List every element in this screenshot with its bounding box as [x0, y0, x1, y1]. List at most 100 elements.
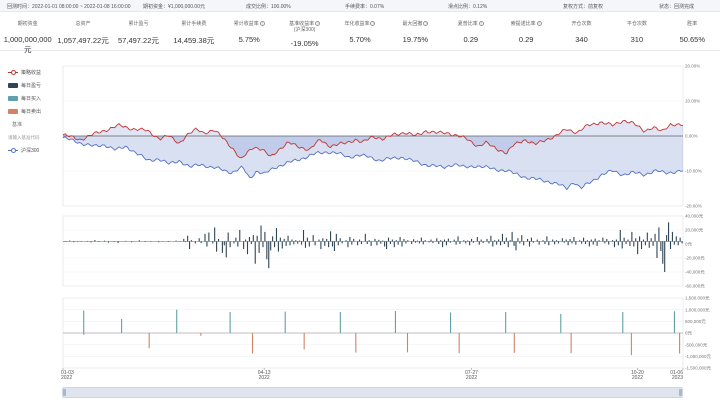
backtest-period: 回测时间：2022-01-01 08:00:00 ~ 2022-01-08 16…	[7, 4, 131, 10]
pnl-bar	[467, 240, 469, 242]
trades-axis-tick-label: -500,000元	[685, 342, 708, 348]
hs300-line-icon	[8, 148, 18, 153]
benchmark-label: 基准	[12, 122, 23, 128]
returns-axis-tick-label: 0.00%	[685, 134, 698, 139]
pnl-bar	[266, 241, 268, 260]
pnl-bar	[644, 241, 646, 246]
pnl-bar	[395, 240, 397, 242]
pnl-bar	[612, 240, 614, 242]
pnl-bar	[227, 232, 229, 242]
stat-3: 累计手续费 14,459.38元	[166, 13, 221, 51]
slider-right-handle[interactable]	[679, 389, 682, 396]
pnl-bar	[617, 241, 619, 246]
date-range-slider[interactable]	[62, 387, 683, 398]
trades-axis-tick-label: -1,500,000元	[685, 366, 712, 372]
pnl-bar	[652, 241, 654, 246]
pnl-bar	[221, 241, 223, 253]
buy-bar	[176, 309, 178, 333]
pnl-axis-tick-label: 40,000元	[685, 214, 704, 220]
pnl-bar	[397, 241, 399, 245]
pnl-bar	[552, 239, 554, 242]
pnl-bar	[212, 241, 214, 244]
pnl-bar	[360, 241, 363, 244]
pnl-bar	[358, 239, 361, 242]
sell-bar	[148, 333, 150, 349]
sell-bar	[679, 333, 681, 354]
benchmark-input[interactable]: 请输入基准代码	[8, 134, 40, 140]
pnl-bar	[527, 238, 529, 242]
legend-daily-pnl[interactable]: 每日盈亏	[8, 79, 58, 92]
pnl-bar	[602, 237, 604, 242]
help-icon[interactable]: ?	[259, 21, 265, 27]
pnl-bar	[621, 241, 623, 249]
pnl-bar	[490, 235, 492, 242]
pnl-bar	[471, 238, 473, 242]
sell-bar	[406, 333, 409, 353]
pnl-bar	[229, 241, 231, 248]
legend-pnl-label: 每日盈亏	[21, 83, 42, 89]
buy-bar	[673, 311, 675, 333]
pnl-bar	[416, 240, 419, 242]
pnl-bar	[640, 241, 643, 250]
slider-left-handle[interactable]	[63, 389, 66, 396]
pnl-bar	[492, 241, 494, 247]
benchmark-line	[62, 136, 684, 191]
benchmark-area	[63, 136, 683, 190]
pnl-bar	[73, 241, 75, 243]
pnl-bar	[345, 240, 347, 242]
legend-daily-sell[interactable]: 每日卖出	[8, 105, 58, 118]
x-date-label: 10-20	[631, 370, 644, 376]
legend-hs300[interactable]: 沪深300	[8, 144, 58, 157]
returns-axis-tick-label: 20.00%	[685, 64, 700, 69]
pnl-bar	[523, 241, 525, 246]
pnl-bar	[420, 237, 422, 242]
pnl-bar	[554, 241, 556, 245]
pnl-bar	[443, 239, 446, 242]
help-icon[interactable]: ?	[536, 21, 542, 27]
stat-value: 1,057,497.22元	[57, 36, 109, 45]
pnl-bar	[324, 241, 326, 246]
pnl-bar	[422, 241, 424, 245]
legend-strategy[interactable]: 策略收益	[8, 66, 58, 79]
pnl-bar	[569, 238, 571, 242]
buy-bar	[284, 311, 286, 333]
stat-label: 最大回撤?	[402, 21, 429, 27]
help-icon[interactable]: ?	[478, 21, 484, 27]
pnl-bar	[646, 232, 648, 242]
pnl-bar	[519, 241, 521, 244]
pnl-bar	[90, 241, 92, 243]
pnl-bar	[608, 241, 610, 245]
help-icon[interactable]: ?	[423, 21, 429, 27]
buy-swatch-icon	[8, 96, 18, 101]
stat-11: 平仓次数 310	[609, 13, 664, 51]
pnl-chart-frame	[62, 215, 684, 287]
pnl-bar	[669, 241, 672, 250]
pnl-bar	[623, 237, 625, 242]
pnl-bar	[125, 240, 127, 242]
summary-stats: 期初资金 1,000,000,000元 总资产 1,057,497.22元 累计盈亏 57…	[0, 13, 720, 54]
pnl-bar	[592, 241, 594, 245]
pnl-bar	[496, 241, 498, 245]
stat-label: 胜率	[687, 21, 698, 27]
legend-daily-buy[interactable]: 每日买入	[8, 92, 58, 105]
pnl-bar	[675, 236, 677, 242]
pnl-bar	[382, 240, 384, 242]
pnl-bar	[414, 241, 417, 243]
pnl-bar	[532, 241, 534, 243]
pnl-bar	[131, 241, 133, 243]
stat-0: 期初资金 1,000,000,000元	[0, 13, 55, 54]
pnl-bar	[337, 241, 339, 246]
help-icon[interactable]: ?	[315, 21, 321, 27]
stat-12: 胜率 50.65%	[665, 13, 720, 51]
pnl-bar	[138, 240, 140, 242]
stat-value: 340	[575, 35, 588, 44]
help-icon[interactable]: ?	[370, 21, 376, 27]
stat-label: 累计盈亏	[128, 21, 149, 27]
sell-swatch-icon	[8, 109, 18, 114]
pnl-bar	[366, 241, 368, 244]
pnl-bar	[536, 239, 538, 242]
pnl-bar	[243, 241, 245, 250]
stat-1: 总资产 1,057,497.22元	[55, 13, 110, 51]
pnl-bar	[571, 241, 573, 244]
